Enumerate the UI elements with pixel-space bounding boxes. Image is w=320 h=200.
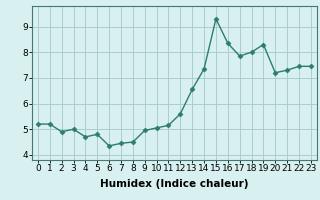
X-axis label: Humidex (Indice chaleur): Humidex (Indice chaleur) [100,179,249,189]
